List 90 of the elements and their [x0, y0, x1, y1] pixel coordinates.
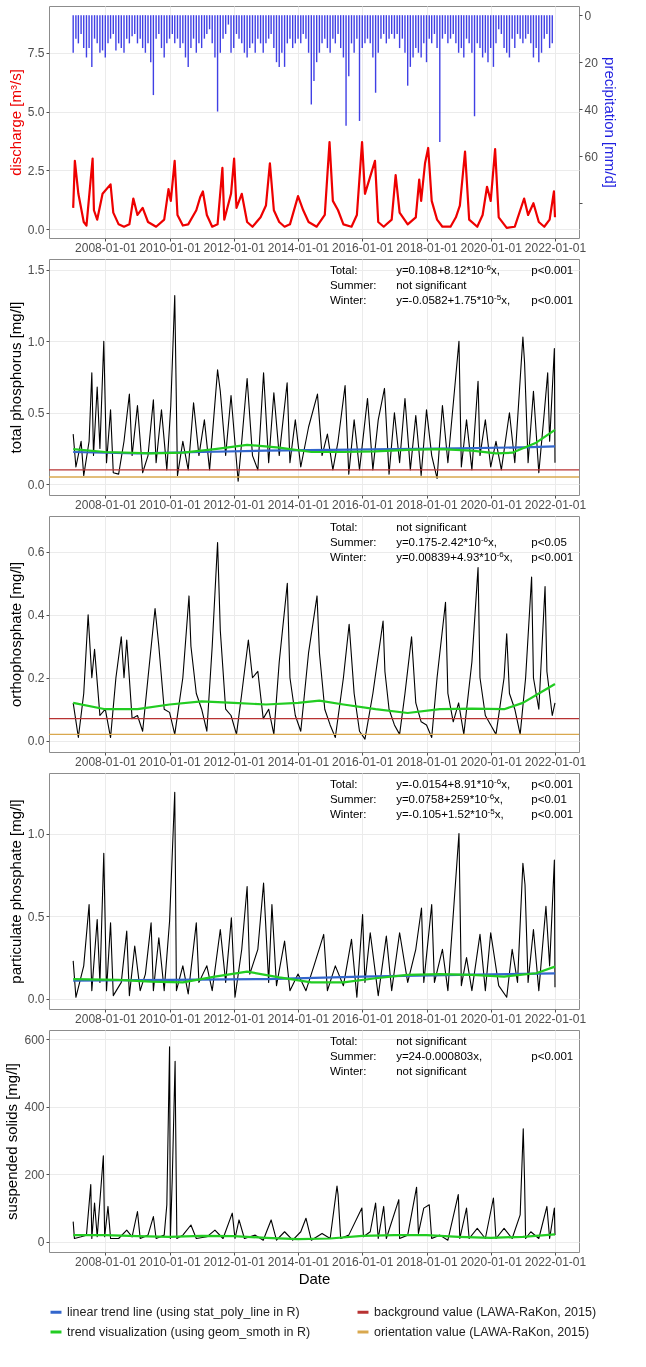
- x-tick-label: 2014-01-01: [267, 754, 330, 769]
- y-tick-label: 0.0: [27, 477, 45, 492]
- x-tick-label: 2008-01-01: [75, 1011, 137, 1026]
- y-tick-label: 600: [24, 1032, 45, 1047]
- y-tick-label: 400: [24, 1100, 45, 1115]
- text: Summer: not significant: [329, 279, 467, 291]
- y-tick-label: 0.2: [27, 671, 45, 686]
- legend-label: background value (LAWA-RaKon, 2015): [374, 1305, 597, 1320]
- x-tick-label: 2012-01-01: [203, 754, 266, 769]
- y-tick-label: 0.5: [27, 406, 45, 421]
- y-tick-label: 1.0: [27, 827, 45, 842]
- y-axis-title: suspended solids [mg/l]: [3, 1063, 21, 1220]
- x-tick-label: 2018-01-01: [396, 1254, 459, 1269]
- x-tick-label: 2012-01-01: [203, 240, 266, 255]
- x-tick-label: 2014-01-01: [267, 1011, 330, 1026]
- text: Summer: y=0.175-2.42*10$^{-6}$x, p<0.05: [329, 534, 567, 548]
- x-tick-label: 2018-01-01: [396, 240, 459, 255]
- text: Winter: not significant: [329, 1065, 467, 1077]
- x-tick-label: 2008-01-01: [75, 1254, 137, 1269]
- x-tick-label: 2012-01-01: [203, 1254, 266, 1269]
- x-tick-label: 2016-01-01: [332, 497, 394, 512]
- text: Total: not significant: [329, 1035, 467, 1047]
- x-tick-label: 2022-01-01: [524, 240, 587, 255]
- legend-label: linear trend line (using stat_poly_line in R): [67, 1305, 300, 1320]
- x-tick-label: 2010-01-01: [139, 754, 202, 769]
- y-tick-label: 200: [24, 1167, 45, 1182]
- y-tick-label: 0.5: [27, 909, 45, 924]
- line-series: [72, 682, 557, 715]
- x-tick-label: 2008-01-01: [75, 754, 137, 769]
- line-series: [72, 965, 557, 984]
- text: Winter: y=0.00839+4.93*10$^{-6}$x, p<0.001: [329, 549, 574, 563]
- legend-label: orientation value (LAWA-RaKon, 2015): [374, 1325, 590, 1339]
- x-tick-label: 2016-01-01: [332, 1254, 394, 1269]
- y-axis-title: total phosphorus [mg/l]: [6, 301, 24, 454]
- x-tick-label: 2020-01-01: [460, 1254, 523, 1269]
- x-tick-label: 2022-01-01: [524, 1254, 587, 1269]
- x-tick-label: 2018-01-01: [396, 754, 459, 769]
- y-axis-title: orthophosphate [mg/l]: [6, 561, 24, 708]
- y-tick-label: 5.0: [27, 105, 45, 120]
- y-tick-label: 0.0: [27, 992, 45, 1007]
- y2-tick-label: 60: [584, 149, 599, 164]
- text: Total: not significant: [329, 521, 467, 533]
- x-tick-label: 2010-01-01: [139, 497, 202, 512]
- x-tick-label: 2016-01-01: [332, 754, 394, 769]
- x-tick-label: 2014-01-01: [267, 240, 330, 255]
- y2-tick-label: 20: [584, 55, 599, 70]
- x-tick-label: 2022-01-01: [524, 497, 587, 512]
- y-tick-label: 2.5: [27, 163, 45, 178]
- text: Summer: y=0.0758+259*10$^{-6}$x, p<0.01: [329, 791, 567, 805]
- x-tick-label: 2010-01-01: [139, 1011, 202, 1026]
- y-tick-label: 1.0: [27, 334, 45, 349]
- x-tick-label: 2018-01-01: [396, 1011, 459, 1026]
- x-tick-label: 2016-01-01: [332, 1011, 394, 1026]
- x-axis-title: Date: [298, 1269, 331, 1287]
- x-tick-label: 2016-01-01: [332, 240, 394, 255]
- y-tick-label: 0.0: [27, 734, 45, 749]
- x-tick-label: 2020-01-01: [460, 1011, 523, 1026]
- y2-tick-label: 0: [584, 8, 592, 23]
- x-tick-label: 2010-01-01: [139, 1254, 202, 1269]
- line-series: [72, 141, 557, 229]
- x-tick-label: 2012-01-01: [203, 1011, 266, 1026]
- y-tick-label: 1.5: [27, 263, 45, 278]
- y2-axis-title: precipitation [mm/d]: [601, 57, 619, 188]
- text: Summer: y=24-0.000803x, p<0.001: [329, 1050, 574, 1062]
- x-tick-label: 2022-01-01: [524, 754, 587, 769]
- x-tick-label: 2020-01-01: [460, 497, 523, 512]
- y-tick-label: 0.6: [27, 545, 45, 560]
- text: Winter: y=-0.0582+1.75*10$^{-5}$x, p<0.001: [329, 292, 574, 306]
- y-tick-label: 0.0: [27, 222, 45, 237]
- text: Total: y=0.108+8.12*10$^{-6}$x, p<0.001: [329, 262, 574, 276]
- y-axis-title: discharge [m³/s]: [6, 69, 24, 176]
- y2-tick-label: 40: [584, 102, 599, 117]
- y-tick-label: 0.4: [27, 608, 45, 623]
- line-series: [72, 428, 557, 455]
- x-tick-label: 2008-01-01: [75, 497, 137, 512]
- x-tick-label: 2018-01-01: [396, 497, 459, 512]
- x-tick-label: 2020-01-01: [460, 240, 523, 255]
- x-tick-label: 2020-01-01: [460, 754, 523, 769]
- x-tick-label: 2010-01-01: [139, 240, 202, 255]
- text: Winter: y=-0.105+1.52*10$^{-5}$x, p<0.001: [329, 806, 574, 820]
- x-tick-label: 2022-01-01: [524, 1011, 587, 1026]
- x-tick-label: 2012-01-01: [203, 497, 266, 512]
- y-tick-label: 7.5: [27, 46, 45, 61]
- x-tick-label: 2014-01-01: [267, 497, 330, 512]
- legend-label: trend visualization (using geom_smoth in R): [67, 1325, 311, 1339]
- text: Total: y=-0.0154+8.91*10$^{-6}$x, p<0.001: [329, 776, 574, 790]
- x-tick-label: 2014-01-01: [267, 1254, 330, 1269]
- y-axis-title: particulate phosphate [mg/l]: [6, 799, 24, 984]
- y-tick-label: 0: [37, 1235, 45, 1250]
- x-tick-label: 2008-01-01: [75, 240, 137, 255]
